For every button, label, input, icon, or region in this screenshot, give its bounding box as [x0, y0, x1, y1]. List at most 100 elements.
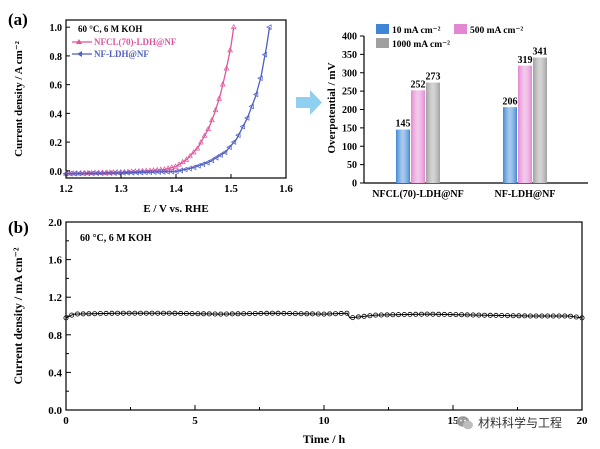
- stability-marker: [292, 311, 298, 317]
- stability-x-axis-label: Time / h: [303, 432, 346, 446]
- stability-marker: [487, 312, 493, 318]
- polarization-series-0-marker: [194, 145, 201, 151]
- stability-marker: [80, 311, 86, 317]
- polarization-series-1-marker: [230, 139, 237, 145]
- stability-marker: [430, 311, 436, 317]
- stability-marker: [97, 310, 103, 316]
- stability-chart: 0 5 10 15 20 0.0 0.4 0.8 1.2 1.6 2.0 60 °C, 6 M KO…: [11, 217, 588, 446]
- overpotential-bar-value-label: 341: [533, 47, 548, 58]
- legend-swatch-1000: [376, 38, 389, 48]
- stability-marker: [298, 311, 304, 317]
- stability-marker: [504, 313, 510, 319]
- stability-marker: [241, 311, 247, 317]
- overpotential-y-tick-label: 400: [342, 32, 357, 43]
- stability-marker: [275, 310, 281, 316]
- stability-annotation: 60 °C, 6 M KOH: [80, 233, 152, 244]
- stability-marker: [137, 310, 143, 316]
- overpotential-bar-value-label: 319: [518, 55, 533, 66]
- stability-y-tick-label: 0.4: [48, 367, 62, 379]
- stability-marker: [69, 312, 75, 318]
- stability-marker: [120, 310, 126, 316]
- legend-label-nfcl: NFCL(70)-LDH@NF: [94, 37, 177, 47]
- overpotential-y-tick-label: 0: [352, 179, 357, 190]
- overpotential-bar-shade: [518, 65, 532, 183]
- stability-x-tick-label: 10: [319, 415, 331, 427]
- stability-marker: [252, 310, 258, 316]
- stability-marker: [459, 312, 465, 318]
- stability-marker: [103, 310, 109, 316]
- polarization-y-tick-label: 0.6: [50, 81, 63, 92]
- stability-marker: [499, 312, 505, 318]
- stability-marker: [115, 310, 121, 316]
- polarization-series-0-marker: [216, 95, 223, 101]
- polarization-series-1-marker: [186, 165, 192, 172]
- overpotential-y-tick-label: 100: [342, 142, 357, 153]
- polarization-y-axis-label: Current density / A cm⁻²: [13, 40, 25, 157]
- stability-marker: [327, 311, 333, 317]
- polarization-series-1-marker: [199, 161, 206, 168]
- stability-marker: [178, 310, 184, 316]
- overpotential-bar-shade: [396, 129, 410, 183]
- stability-marker: [206, 311, 212, 317]
- stability-marker: [481, 312, 487, 318]
- polarization-series-1-marker: [204, 159, 210, 166]
- polarization-series-1-marker: [252, 91, 259, 98]
- stability-series-line: [65, 312, 583, 319]
- polarization-series-1-marker: [266, 24, 272, 31]
- stability-marker: [384, 312, 390, 318]
- polarization-y-tick-label: 0.4: [50, 109, 63, 120]
- stability-marker: [441, 311, 447, 317]
- stability-marker: [246, 311, 252, 317]
- polarization-series-1-marker: [244, 115, 250, 121]
- stability-marker: [470, 312, 476, 318]
- stability-marker: [155, 310, 161, 316]
- stability-marker: [229, 311, 235, 317]
- stability-x-tick-label: 20: [577, 415, 589, 427]
- watermark-text: 材料科学与工程: [478, 416, 563, 430]
- polarization-series-line-1: [65, 27, 271, 175]
- stability-marker: [522, 313, 528, 319]
- polarization-x-tick-label: 1.4: [169, 183, 183, 195]
- stability-y-tick-label: 1.2: [48, 292, 62, 304]
- stability-marker: [579, 315, 585, 321]
- panel-label-a: (a): [8, 10, 28, 29]
- stability-marker: [315, 311, 321, 317]
- stability-marker: [344, 310, 350, 316]
- polarization-series-1-marker: [190, 164, 197, 171]
- stability-marker: [195, 311, 201, 317]
- stability-marker: [109, 310, 115, 316]
- polarization-series-1-marker: [217, 152, 223, 158]
- stability-marker: [166, 310, 172, 316]
- stability-marker: [510, 313, 516, 319]
- legend-label-nf: NF-LDH@NF: [94, 49, 149, 59]
- stability-marker: [189, 311, 195, 317]
- stability-marker: [218, 311, 224, 317]
- stability-marker: [149, 310, 155, 316]
- polarization-series-1-marker: [248, 103, 254, 110]
- polarization-series-0-marker: [223, 65, 230, 71]
- polarization-series-0-marker: [227, 46, 233, 53]
- stability-y-tick-label: 0.0: [48, 405, 62, 417]
- stability-marker: [568, 313, 574, 319]
- polarization-x-tick-label: 1.2: [59, 183, 73, 195]
- stability-marker: [476, 312, 482, 318]
- stability-marker: [573, 314, 579, 320]
- stability-marker: [418, 311, 424, 317]
- overpotential-bar-shade: [503, 107, 517, 183]
- stability-marker: [453, 312, 459, 318]
- stability-marker: [287, 310, 293, 316]
- stability-marker: [350, 315, 356, 321]
- polarization-series-1-marker: [177, 167, 183, 174]
- polarization-series-0-marker: [198, 139, 204, 145]
- polarization-x-axis-label: E / V vs. RHE: [143, 203, 208, 215]
- stability-marker: [223, 311, 229, 317]
- stability-marker: [401, 311, 407, 317]
- stability-marker: [373, 312, 379, 318]
- stability-x-tick-label: 15: [448, 415, 460, 427]
- stability-marker: [407, 311, 413, 317]
- polarization-x-tick-label: 1.5: [224, 183, 238, 195]
- polarization-y-tick-label: 0.2: [50, 138, 63, 149]
- stability-marker: [264, 310, 270, 316]
- polarization-series-1-marker: [257, 75, 263, 82]
